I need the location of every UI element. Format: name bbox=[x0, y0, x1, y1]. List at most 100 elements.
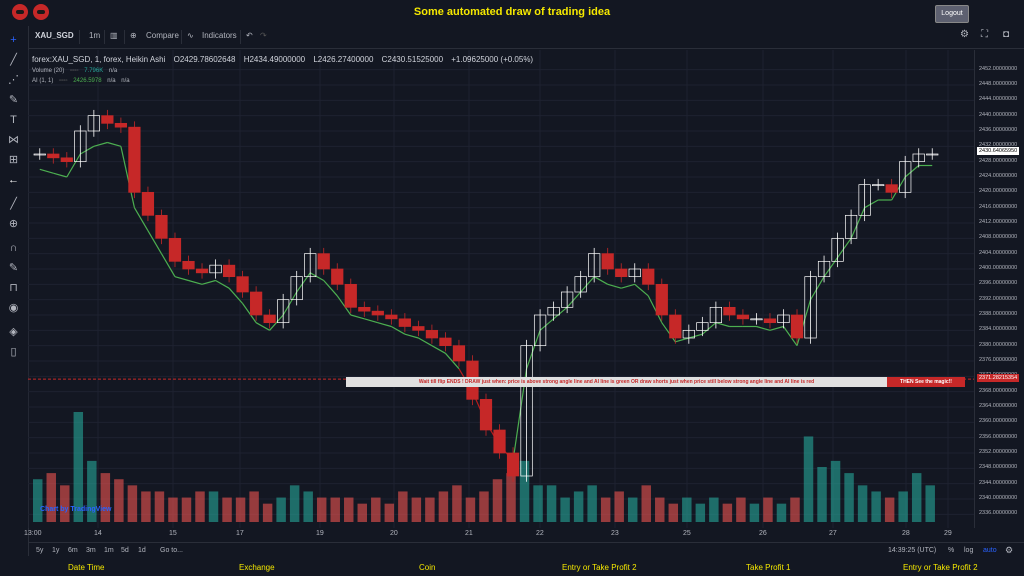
crosshair-icon[interactable]: + bbox=[10, 34, 17, 46]
range-5d[interactable]: 5d bbox=[121, 547, 129, 554]
lock-draw-icon[interactable]: ✎ bbox=[8, 262, 19, 274]
candle-body bbox=[669, 314, 682, 339]
compare-icon[interactable]: ⊕ bbox=[130, 31, 137, 40]
settings-icon[interactable]: ⚙ bbox=[1005, 545, 1014, 555]
ai-line-segment bbox=[661, 322, 676, 343]
volume-bar bbox=[627, 497, 638, 522]
candle-body bbox=[263, 314, 276, 324]
price-tick: 2356.00000000 bbox=[979, 433, 1018, 440]
settings-icon[interactable]: ⚙ bbox=[960, 29, 969, 40]
back-arrow-icon[interactable]: ← bbox=[8, 174, 19, 186]
price-tick: 2384.00000000 bbox=[979, 326, 1018, 333]
legend-high: H2434.49000000 bbox=[243, 55, 306, 64]
volume-bar bbox=[195, 491, 205, 522]
goto-button[interactable]: Go to... bbox=[160, 547, 183, 554]
brush-icon[interactable]: ✎ bbox=[8, 94, 19, 106]
tradingview-watermark[interactable]: Chart by TradingView bbox=[40, 506, 112, 513]
candle-body bbox=[628, 268, 641, 278]
chart-style-icon[interactable]: ▥ bbox=[110, 31, 118, 40]
percent-toggle[interactable]: % bbox=[948, 547, 955, 554]
range-1y[interactable]: 1y bbox=[52, 547, 60, 554]
volume-bar bbox=[709, 497, 719, 522]
candle-body bbox=[493, 429, 506, 454]
undo-icon[interactable]: ↶ bbox=[246, 31, 253, 40]
legend-controls-icon[interactable]: ▫▫▫▫ bbox=[70, 68, 79, 74]
lock-icon[interactable]: ⊓ bbox=[9, 282, 18, 294]
ai-line-segment bbox=[904, 165, 920, 178]
ai-line-segment bbox=[647, 295, 663, 323]
candle-body bbox=[763, 318, 777, 324]
range-3m[interactable]: 3m bbox=[86, 547, 96, 554]
chart-legend: forex:XAU_SGD, 1, forex, Heikin Ashi O24… bbox=[32, 55, 539, 64]
chart-pane[interactable] bbox=[27, 50, 974, 528]
price-axis[interactable]: 2452.00000000 2448.00000000 2444.00000000 2… bbox=[974, 50, 1024, 528]
volume-bar bbox=[668, 503, 679, 522]
log-toggle[interactable]: log bbox=[964, 547, 974, 554]
ai-line-segment bbox=[715, 322, 730, 328]
volume-bar bbox=[573, 491, 584, 522]
eye-icon[interactable]: ◉ bbox=[8, 302, 19, 314]
ai-line-segment bbox=[580, 276, 595, 293]
ai-line-segment bbox=[810, 276, 825, 300]
ai-line-segment bbox=[431, 345, 446, 354]
chart-canvas[interactable] bbox=[27, 50, 974, 528]
footer-coin: Coin bbox=[419, 563, 436, 572]
trendline-icon[interactable]: ╱ bbox=[10, 54, 17, 66]
indicators-icon[interactable]: ∿ bbox=[187, 31, 194, 40]
time-tick: 14 bbox=[94, 530, 102, 537]
ruler-icon[interactable]: ╱ bbox=[10, 198, 17, 210]
symbol-selector[interactable]: XAU_SGD bbox=[35, 31, 74, 40]
candle-body bbox=[615, 268, 628, 278]
candle-body bbox=[277, 299, 290, 324]
range-6m[interactable]: 6m bbox=[68, 547, 78, 554]
indicators-button[interactable]: Indicators bbox=[202, 31, 237, 40]
ai-line-segment bbox=[188, 279, 203, 285]
trash-icon[interactable]: ▯ bbox=[10, 346, 17, 358]
volume-bar bbox=[398, 491, 408, 522]
candle-body bbox=[520, 345, 533, 477]
screenshot-icon[interactable]: ◘ bbox=[1003, 29, 1010, 40]
magnet-icon[interactable]: ∩ bbox=[9, 242, 18, 254]
logo-icon bbox=[12, 4, 28, 20]
forecast-icon[interactable]: ⊞ bbox=[8, 154, 19, 166]
legend-name[interactable]: forex:XAU_SGD, 1, forex, Heikin Ashi bbox=[32, 55, 166, 64]
ai-line-segment bbox=[160, 253, 176, 277]
price-tick: 2408.00000000 bbox=[979, 234, 1018, 241]
footer-exchange: Exchange bbox=[239, 563, 275, 572]
volume-bar bbox=[776, 503, 787, 522]
volume-bar bbox=[884, 497, 895, 522]
redo-icon[interactable]: ↷ bbox=[260, 31, 267, 40]
fullscreen-icon[interactable]: ⛶ bbox=[981, 29, 988, 40]
text-icon[interactable]: T bbox=[10, 114, 17, 126]
time-axis[interactable]: 14 15 17 19 20 21 22 23 25 26 27 28 29 13:00 bbox=[24, 528, 974, 542]
price-tick: 2380.00000000 bbox=[979, 341, 1018, 348]
legend-controls-icon[interactable]: ▫▫▫▫ bbox=[59, 78, 68, 84]
volume-bar bbox=[857, 485, 868, 522]
candle-body bbox=[358, 306, 371, 312]
range-5y[interactable]: 5y bbox=[36, 547, 44, 554]
layers-icon[interactable]: ◈ bbox=[9, 326, 18, 338]
range-1d[interactable]: 1d bbox=[138, 547, 146, 554]
candle-body bbox=[250, 291, 263, 316]
ai-line-segment bbox=[675, 337, 689, 343]
auto-toggle[interactable]: auto bbox=[983, 547, 997, 554]
interval-selector[interactable]: 1m bbox=[89, 31, 101, 40]
time-tick: 28 bbox=[902, 530, 910, 537]
divider bbox=[124, 30, 125, 44]
candle-body bbox=[912, 153, 925, 163]
time-tick: 26 bbox=[759, 530, 767, 537]
zoom-icon[interactable]: ⊕ bbox=[8, 218, 19, 230]
range-1m[interactable]: 1m bbox=[104, 547, 114, 554]
volume-bar bbox=[871, 491, 881, 522]
logout-button[interactable]: Logout bbox=[935, 5, 969, 23]
price-tick: 2344.00000000 bbox=[979, 479, 1018, 486]
candle-body bbox=[858, 184, 871, 216]
candle-body bbox=[168, 237, 182, 262]
volume-bar bbox=[817, 467, 827, 522]
compare-button[interactable]: Compare bbox=[146, 31, 179, 40]
fib-icon[interactable]: ⋰ bbox=[8, 74, 19, 86]
volume-bar bbox=[655, 497, 665, 522]
candle-body bbox=[317, 253, 330, 270]
volume-bar bbox=[560, 497, 570, 522]
pattern-icon[interactable]: ⋈ bbox=[8, 134, 19, 146]
